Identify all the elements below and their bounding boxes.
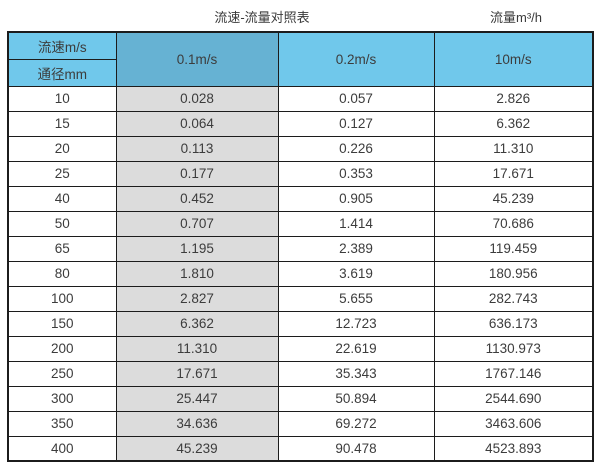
table-row: 300 25.447 50.894 2544.690 (7, 385, 594, 412)
flow-cell-v10: 11.310 (433, 135, 594, 162)
diameter-cell: 65 (7, 235, 117, 262)
column-header-v10: 10m/s (433, 31, 594, 87)
table-row: 200 11.310 22.619 1130.973 (7, 335, 594, 362)
diameter-cell: 10 (7, 85, 117, 112)
flow-cell-v10: 636.173 (433, 310, 594, 337)
table-row: 10 0.028 0.057 2.826 (7, 85, 594, 112)
table-row: 65 1.195 2.389 119.459 (7, 235, 594, 262)
flow-cell-v02: 1.414 (277, 210, 435, 237)
flow-cell-v02: 0.226 (277, 135, 435, 162)
flow-cell-v01: 17.671 (115, 360, 279, 387)
table-row: 400 45.239 90.478 4523.893 (7, 435, 594, 462)
flow-cell-v10: 180.956 (433, 260, 594, 287)
flow-cell-v01: 25.447 (115, 385, 279, 412)
flow-cell-v02: 5.655 (277, 285, 435, 312)
table-row: 40 0.452 0.905 45.239 (7, 185, 594, 212)
flow-cell-v01: 2.827 (115, 285, 279, 312)
flow-cell-v10: 2.826 (433, 85, 594, 112)
table-row: 350 34.636 69.272 3463.606 (7, 410, 594, 437)
flow-cell-v01: 34.636 (115, 410, 279, 437)
flow-cell-v10: 1130.973 (433, 335, 594, 362)
diameter-cell: 150 (7, 310, 117, 337)
flow-cell-v10: 119.459 (433, 235, 594, 262)
flow-cell-v10: 70.686 (433, 210, 594, 237)
flow-cell-v10: 4523.893 (433, 435, 594, 462)
header-row-top: 流速m/s 0.1m/s 0.2m/s 10m/s (7, 31, 594, 87)
flow-cell-v10: 3463.606 (433, 410, 594, 437)
flow-table-header: 流速m/s 0.1m/s 0.2m/s 10m/s 通径mm (7, 31, 594, 87)
flow-cell-v01: 11.310 (115, 335, 279, 362)
diameter-cell: 40 (7, 185, 117, 212)
flow-cell-v02: 0.353 (277, 160, 435, 187)
diameter-cell: 15 (7, 110, 117, 137)
header-row-bottom: 通径mm (7, 58, 593, 87)
flow-table: 流速m/s 0.1m/s 0.2m/s 10m/s 通径mm 10 0.028 … (7, 31, 594, 462)
table-row: 50 0.707 1.414 70.686 (7, 210, 594, 237)
diameter-cell: 250 (7, 360, 117, 387)
flow-cell-v01: 1.195 (115, 235, 279, 262)
flow-cell-v01: 0.064 (115, 110, 279, 137)
diameter-cell: 20 (7, 135, 117, 162)
diameter-cell: 400 (7, 435, 117, 462)
table-row: 15 0.064 0.127 6.362 (7, 110, 594, 137)
table-row: 20 0.113 0.226 11.310 (7, 135, 594, 162)
flow-cell-v02: 0.127 (277, 110, 435, 137)
table-row: 80 1.810 3.619 180.956 (7, 260, 594, 287)
flow-table-body: 10 0.028 0.057 2.826 15 0.064 0.127 6.36… (7, 85, 594, 462)
flow-cell-v01: 0.028 (115, 85, 279, 112)
diameter-cell: 80 (7, 260, 117, 287)
table-row: 250 17.671 35.343 1767.146 (7, 360, 594, 387)
flow-cell-v02: 90.478 (277, 435, 435, 462)
flow-cell-v10: 2544.690 (433, 385, 594, 412)
flow-cell-v01: 1.810 (115, 260, 279, 287)
flow-cell-v02: 2.389 (277, 235, 435, 262)
diameter-cell: 300 (7, 385, 117, 412)
column-header-v01: 0.1m/s (115, 31, 279, 87)
flow-cell-v10: 45.239 (433, 185, 594, 212)
table-row: 25 0.177 0.353 17.671 (7, 160, 594, 187)
diameter-cell: 50 (7, 210, 117, 237)
diameter-cell: 25 (7, 160, 117, 187)
flow-cell-v01: 0.452 (115, 185, 279, 212)
flow-cell-v10: 17.671 (433, 160, 594, 187)
diameter-cell: 200 (7, 335, 117, 362)
flow-cell-v10: 6.362 (433, 110, 594, 137)
table-title: 流速-流量对照表 (214, 10, 310, 25)
diameter-cell: 100 (7, 285, 117, 312)
flow-cell-v02: 0.905 (277, 185, 435, 212)
flow-cell-v02: 69.272 (277, 410, 435, 437)
flow-cell-v10: 1767.146 (433, 360, 594, 387)
flow-cell-v01: 0.177 (115, 160, 279, 187)
flow-cell-v02: 12.723 (277, 310, 435, 337)
flow-cell-v10: 282.743 (433, 285, 594, 312)
table-row: 150 6.362 12.723 636.173 (7, 310, 594, 337)
table-row: 100 2.827 5.655 282.743 (7, 285, 594, 312)
titlebar: 流速-流量对照表 流量m³/h (0, 0, 600, 31)
flow-cell-v01: 6.362 (115, 310, 279, 337)
flow-cell-v01: 45.239 (115, 435, 279, 462)
flow-cell-v02: 22.619 (277, 335, 435, 362)
flow-units-label: 流量m³/h (489, 10, 543, 25)
flow-cell-v02: 35.343 (277, 360, 435, 387)
flow-cell-v02: 0.057 (277, 85, 435, 112)
flow-cell-v01: 0.707 (115, 210, 279, 237)
flow-cell-v01: 0.113 (115, 135, 279, 162)
flow-cell-v02: 3.619 (277, 260, 435, 287)
flow-cell-v02: 50.894 (277, 385, 435, 412)
column-header-v02: 0.2m/s (277, 31, 435, 87)
corner-velocity-label: 流速m/s (7, 31, 117, 60)
corner-diameter-label: 通径mm (7, 58, 117, 87)
diameter-cell: 350 (7, 410, 117, 437)
